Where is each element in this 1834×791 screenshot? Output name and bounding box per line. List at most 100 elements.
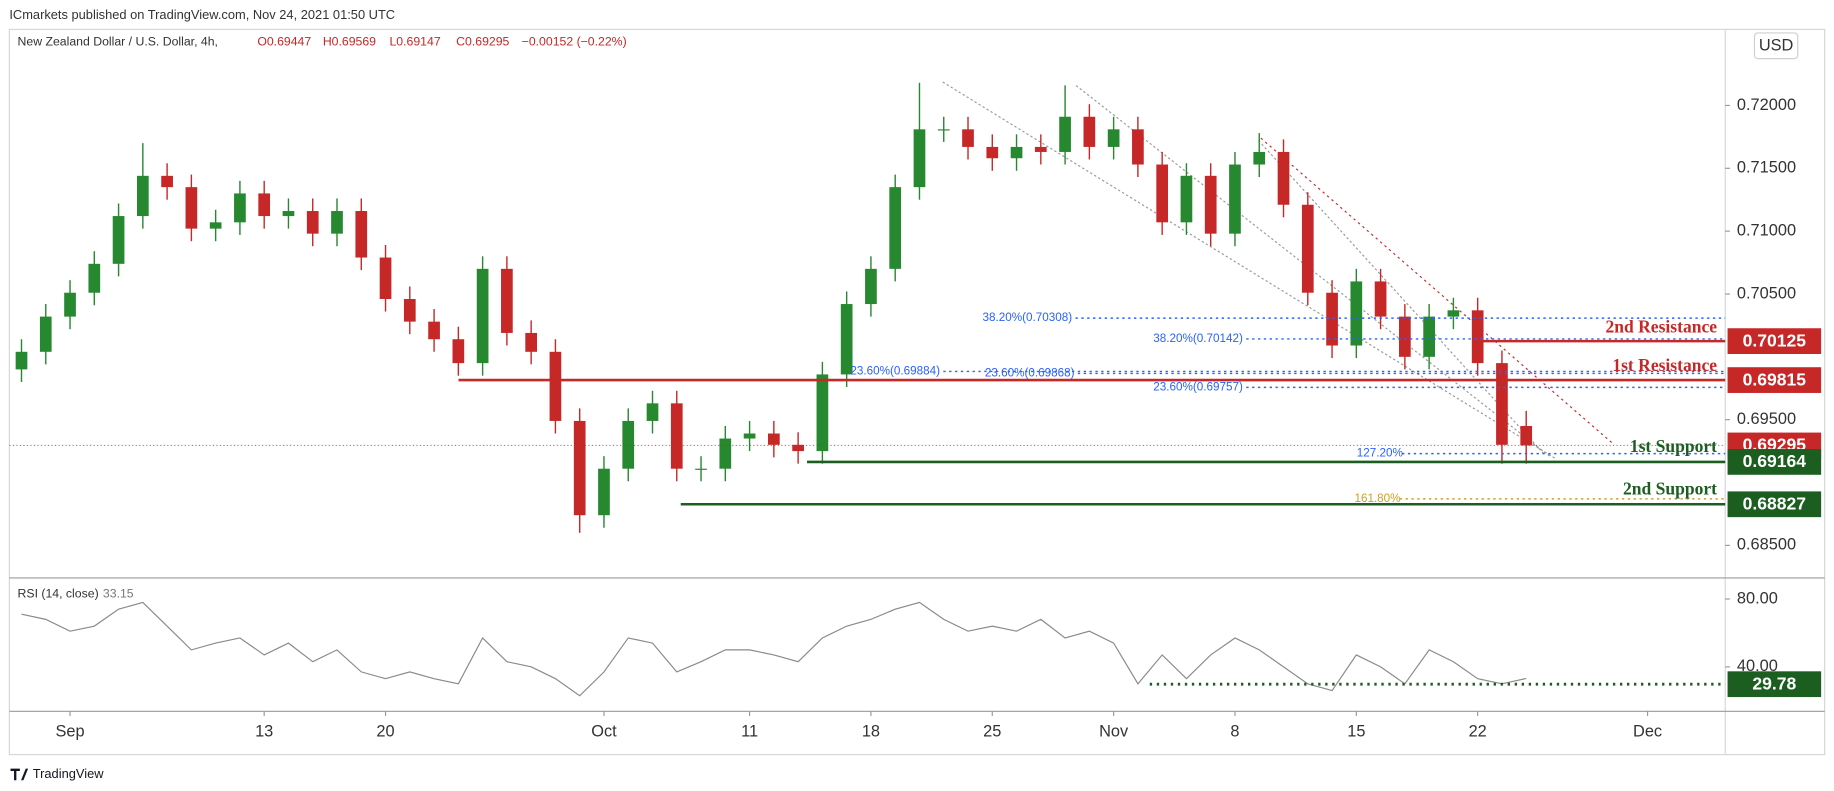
trend-line — [1258, 140, 1545, 455]
publisher: ICmarkets published on TradingView.com, … — [9, 7, 395, 22]
level-value: 0.69164 — [1743, 451, 1807, 471]
candle-body — [1059, 116, 1071, 152]
x-tick-label: Nov — [1099, 723, 1129, 741]
candle-body — [573, 420, 586, 516]
ohlc-high: H0.69569 — [323, 35, 376, 49]
level-name: 2nd Resistance — [1606, 316, 1718, 336]
y-tick-label: 0.68500 — [1737, 536, 1796, 554]
y-tick-label: 80.00 — [1737, 589, 1778, 607]
trend-line — [942, 81, 1556, 460]
candle-body — [112, 216, 125, 264]
candle-body — [1326, 292, 1338, 346]
fib-label: 161.80% — [1354, 492, 1400, 505]
x-tick-label: 8 — [1230, 723, 1239, 741]
candle-body — [816, 374, 829, 452]
candle-body — [1350, 281, 1363, 346]
x-tick-label: 25 — [983, 723, 1001, 741]
candle-body — [792, 444, 804, 452]
trend-line — [1260, 137, 1615, 446]
candle-body — [937, 129, 950, 131]
frame — [8, 28, 1826, 756]
currency-label: USD — [1759, 37, 1794, 55]
fib-label: 23.60%(0.69884) — [850, 365, 940, 378]
candle-body — [1520, 425, 1533, 446]
x-tick-label: 13 — [255, 723, 273, 741]
fib-label: 38.20%(0.70142) — [1153, 332, 1243, 345]
currency-button[interactable]: USD — [1753, 32, 1799, 60]
candle-body — [743, 433, 756, 439]
fib-label: 23.60%(0.69757) — [1153, 380, 1243, 393]
symbol: New Zealand Dollar / U.S. Dollar, 4h, — [18, 35, 218, 49]
candle-body — [1447, 310, 1460, 317]
ohlc-low: L0.69147 — [389, 35, 440, 49]
candle-body — [1253, 151, 1266, 165]
candle-body — [913, 129, 926, 188]
button-box — [1753, 32, 1799, 60]
level-box — [1727, 491, 1822, 518]
candle-body — [646, 403, 659, 421]
candle-body — [598, 468, 610, 516]
level-value: 0.70125 — [1743, 330, 1807, 350]
candle-body — [258, 193, 271, 217]
x-tick-label: 11 — [741, 723, 758, 741]
level-box — [1727, 367, 1822, 393]
rsi-line — [21, 601, 1527, 697]
candle-body — [1034, 146, 1047, 152]
candle-body — [1277, 151, 1290, 205]
rsi-level-box — [1727, 671, 1822, 698]
candle-body — [403, 299, 416, 322]
candle-body — [209, 222, 222, 229]
candle-body — [1010, 146, 1023, 159]
level-box — [1727, 328, 1822, 354]
footer-brand: TradingView — [33, 766, 104, 781]
x-tick-label: 18 — [862, 723, 880, 741]
candle-body — [865, 268, 877, 305]
ohlc-change: −0.00152 (−0.22%) — [522, 35, 627, 49]
candle-body — [1132, 129, 1144, 165]
candle-body — [622, 420, 635, 469]
candle-body — [452, 339, 465, 364]
x-tick-label: 22 — [1469, 723, 1487, 741]
y-tick-label: 0.71500 — [1737, 159, 1796, 177]
candle-body — [1496, 363, 1508, 445]
candle-body — [1107, 129, 1120, 147]
x-tick-label: Dec — [1633, 723, 1662, 741]
footer-logo: TradingView — [10, 766, 104, 781]
candle-body — [1180, 175, 1193, 223]
level-box — [1727, 449, 1822, 475]
level-name: 1st Support — [1630, 436, 1717, 456]
candle-body — [355, 211, 368, 258]
candle-body — [768, 433, 780, 445]
candle-body — [1229, 164, 1241, 234]
candle-body — [234, 193, 246, 223]
candle-body — [986, 146, 999, 159]
candle-body — [1156, 164, 1169, 223]
x-tick-label: Oct — [591, 723, 617, 741]
candle-body — [185, 187, 198, 229]
y-tick-label: 40.00 — [1737, 657, 1778, 675]
rsi-level-value: 29.78 — [1752, 673, 1796, 693]
candle-body — [161, 175, 173, 188]
level-value: 0.69815 — [1743, 369, 1807, 389]
candle-body — [428, 321, 440, 340]
candle-body — [1471, 310, 1484, 364]
y-tick-label: 0.72000 — [1737, 96, 1796, 114]
candle-body — [136, 175, 149, 217]
candle-body — [306, 211, 319, 234]
ohlc-open: O0.69447 — [257, 35, 311, 49]
candle-body — [282, 211, 295, 217]
candle-body — [840, 304, 853, 375]
rsi-title: RSI (14, close) — [18, 587, 99, 601]
candle-body — [39, 316, 52, 352]
candle-body — [1083, 116, 1096, 147]
candle-body — [525, 332, 538, 352]
candle-body — [549, 351, 562, 421]
fib-label: 127.20% — [1357, 447, 1403, 460]
candle-body — [501, 268, 513, 333]
x-tick-label: Sep — [55, 723, 84, 741]
ohlc-close: C0.69295 — [456, 35, 509, 49]
candle-body — [15, 351, 28, 370]
